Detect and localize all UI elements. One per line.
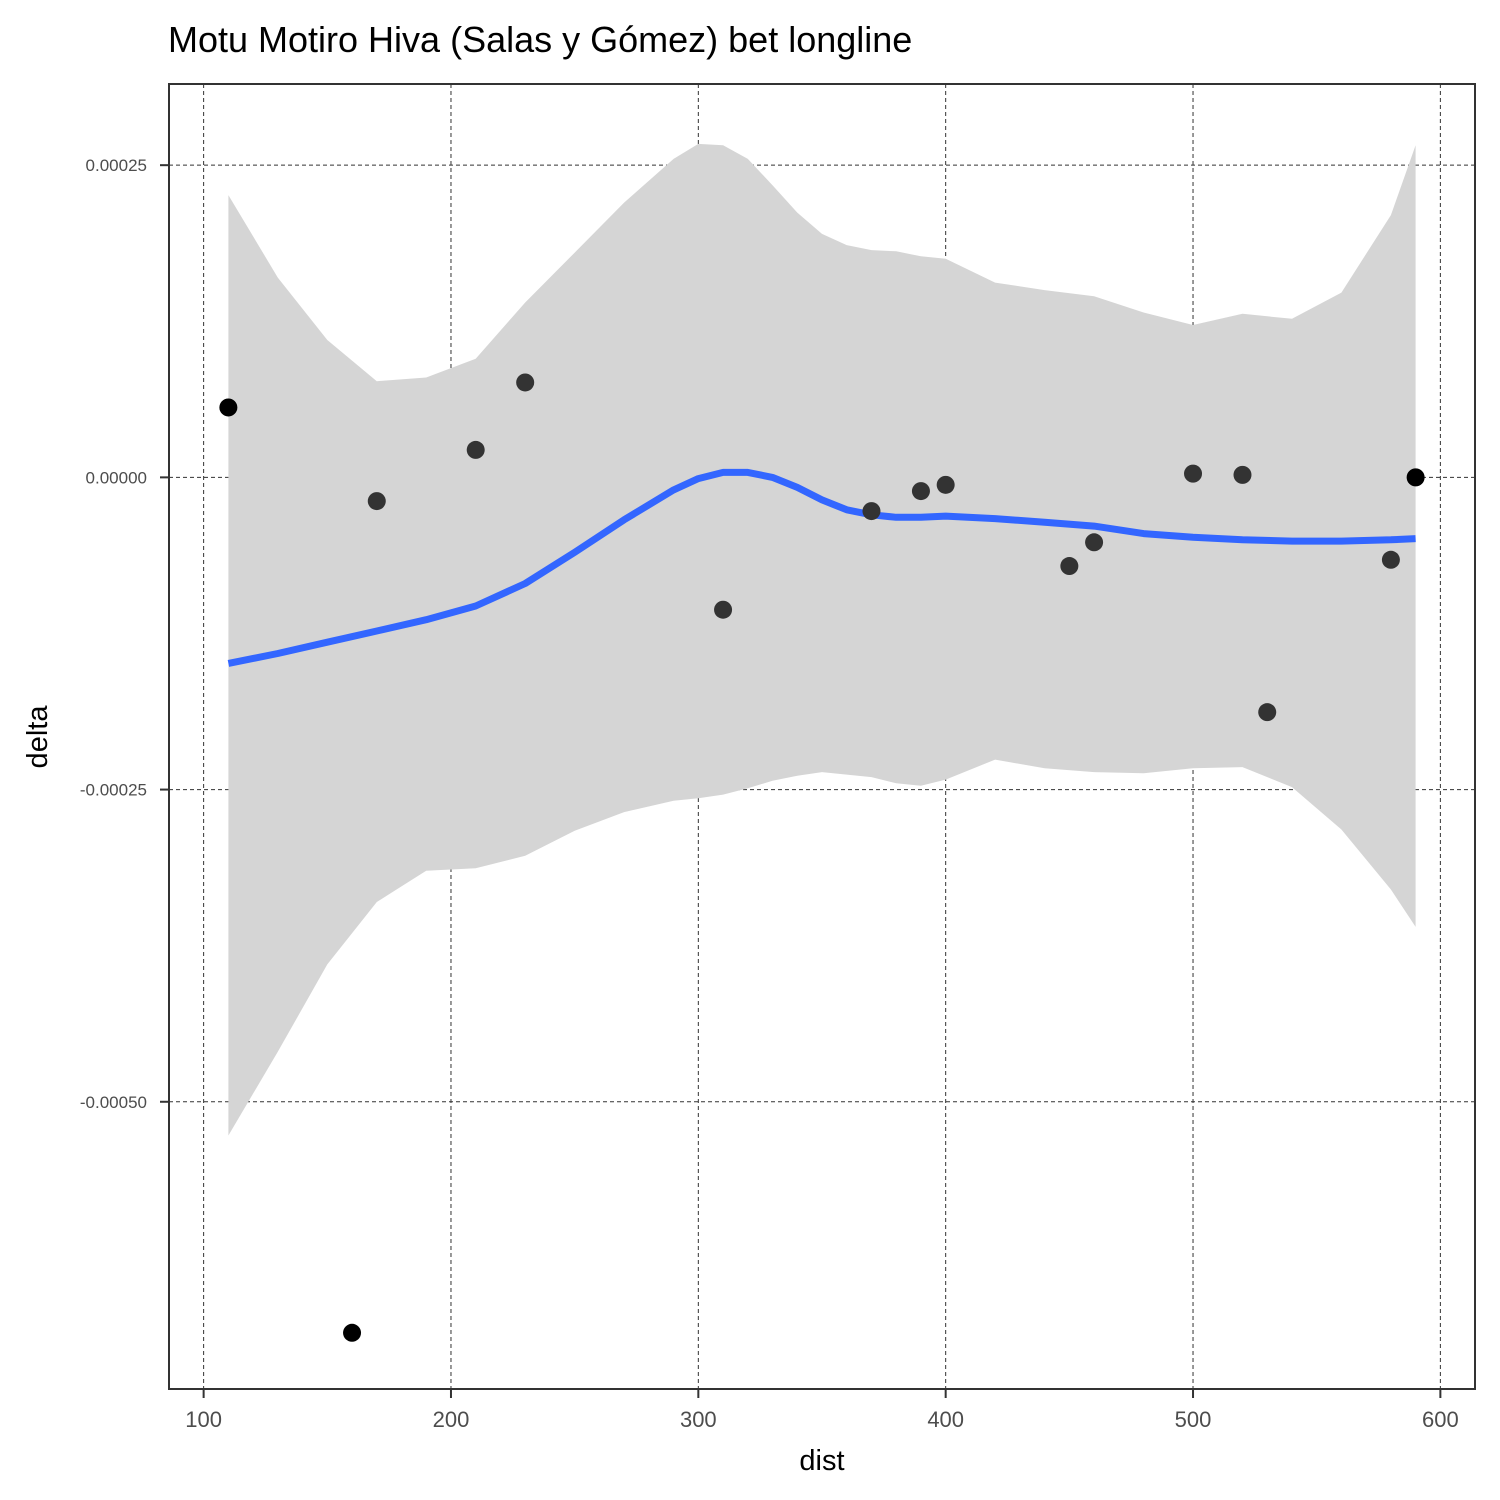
data-point (1406, 468, 1425, 487)
data-point (343, 1323, 362, 1342)
data-point (1060, 557, 1079, 576)
y-tick-label: -0.00050 (80, 1093, 147, 1112)
x-tick-label: 300 (680, 1407, 717, 1432)
x-axis-title: dist (799, 1445, 844, 1477)
y-axis-title: delta (22, 705, 54, 769)
confidence-band (228, 143, 1416, 1136)
panel-border (168, 83, 1476, 1390)
y-tick-label: -0.00025 (80, 781, 147, 800)
loess-line (227, 468, 1416, 667)
data-point (1381, 550, 1400, 569)
data-point (1258, 703, 1277, 722)
x-tick-label: 400 (927, 1407, 964, 1432)
data-point (1233, 465, 1252, 484)
data-point (911, 482, 930, 501)
y-tick-label: 0.00000 (86, 468, 147, 487)
data-points (219, 373, 1425, 1342)
chart-title: Motu Motiro Hiva (Salas y Gómez) bet lon… (168, 19, 912, 60)
data-point (936, 475, 955, 494)
smooth-line (227, 468, 1416, 667)
x-tick-label: 600 (1422, 1407, 1459, 1432)
y-tick-label: 0.00025 (86, 156, 147, 175)
data-point (862, 502, 881, 521)
data-point (466, 440, 485, 459)
data-point (1184, 464, 1203, 483)
data-point (714, 600, 733, 619)
x-tick-label: 100 (185, 1407, 222, 1432)
data-point (367, 492, 386, 511)
confidence-band-area (228, 143, 1416, 1136)
data-point (516, 373, 535, 392)
data-point (1085, 533, 1104, 552)
x-tick-label: 200 (433, 1407, 470, 1432)
x-axis: 100 200 300 400 500 600 (185, 1389, 1459, 1432)
x-tick-label: 500 (1175, 1407, 1212, 1432)
y-axis: 0.00025 0.00000 -0.00025 -0.00050 (80, 156, 169, 1112)
data-point (219, 398, 238, 417)
